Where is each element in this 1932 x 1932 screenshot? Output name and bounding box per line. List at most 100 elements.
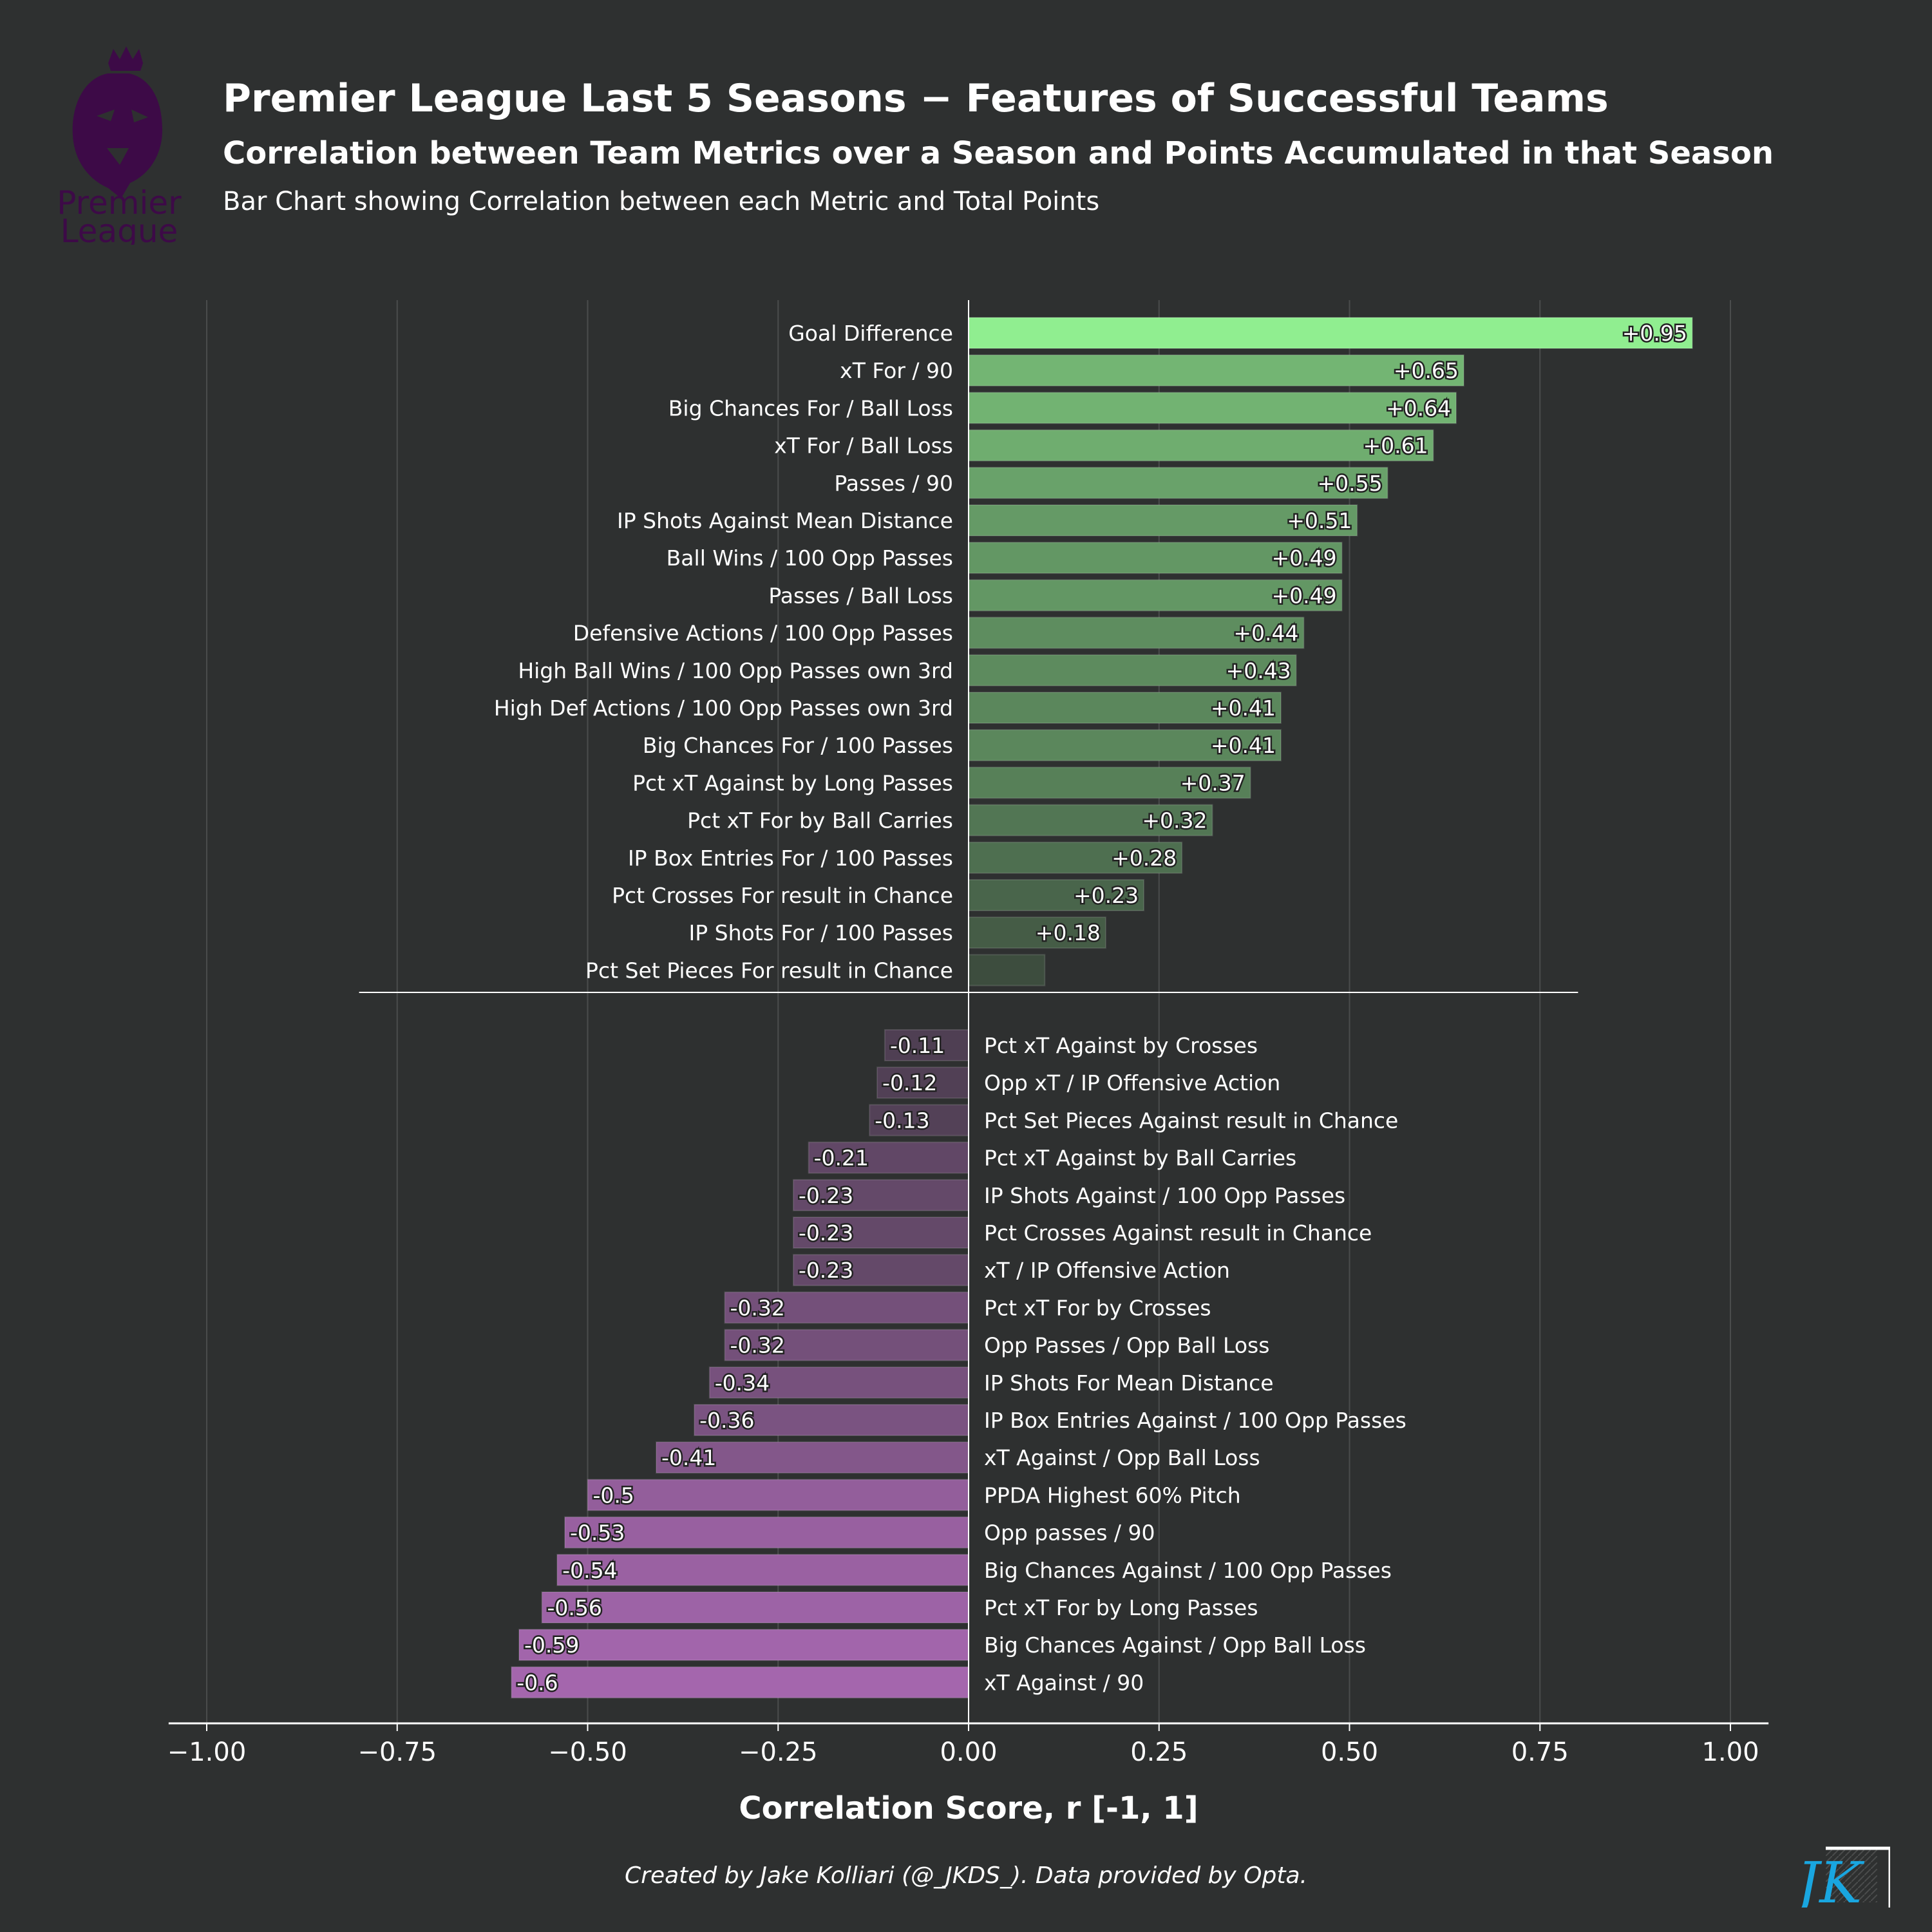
data-label: +0.37 (1180, 770, 1245, 795)
category-label: IP Box Entries For / 100 Passes (628, 846, 953, 871)
bar (792, 1217, 970, 1249)
bar (968, 654, 1297, 687)
category-label: Pct Set Pieces For result in Chance (585, 958, 953, 983)
bar (556, 1553, 969, 1586)
category-label: Pct xT Against by Long Passes (632, 770, 953, 795)
logo-text-premier: Premier (57, 184, 182, 222)
bar (792, 1254, 970, 1287)
category-label: Defensive Actions / 100 Opp Passes (573, 621, 953, 646)
jk-signature-logo: JK (1787, 1843, 1892, 1916)
bar (968, 392, 1457, 424)
bar (968, 766, 1251, 799)
bar (884, 1029, 969, 1061)
data-label: -0.23 (799, 1183, 853, 1208)
category-label: Pct xT For by Long Passes (984, 1595, 1258, 1620)
x-tick-label: 1.00 (1701, 1738, 1759, 1767)
data-label: +0.23 (1074, 883, 1139, 908)
data-label: -0.59 (524, 1633, 579, 1658)
data-label: -0.6 (516, 1670, 558, 1695)
bar (518, 1629, 969, 1662)
category-label: Big Chances For / 100 Passes (643, 733, 953, 758)
x-tick-label: −0.25 (739, 1738, 818, 1767)
data-label: -0.23 (799, 1258, 853, 1283)
data-label: +0.51 (1287, 508, 1352, 533)
category-label: Ball Wins / 100 Opp Passes (667, 545, 953, 571)
bar (968, 804, 1213, 837)
data-label: +0.41 (1211, 733, 1276, 758)
bar (655, 1441, 969, 1474)
category-label: Opp passes / 90 (984, 1520, 1155, 1546)
data-label: -0.56 (547, 1595, 602, 1620)
bar (968, 429, 1434, 462)
category-label: Pct xT Against by Crosses (984, 1033, 1258, 1058)
bar (808, 1141, 969, 1174)
category-label: Pct Crosses For result in Chance (612, 883, 953, 908)
credit-text: Created by Jake Kolliari (@_JKDS_). Data… (625, 1862, 1307, 1889)
bar (587, 1479, 969, 1511)
data-label: -0.36 (699, 1408, 754, 1433)
x-tick-label: −0.50 (548, 1738, 627, 1767)
data-label: -0.12 (882, 1070, 937, 1095)
bar (564, 1516, 969, 1549)
category-label: Pct Set Pieces Against result in Chance (984, 1108, 1398, 1133)
category-label: PPDA Highest 60% Pitch (984, 1482, 1241, 1508)
bar (724, 1291, 969, 1324)
category-label: High Def Actions / 100 Opp Passes own 3r… (494, 696, 953, 721)
data-label: +0.41 (1211, 696, 1276, 721)
x-tick-label: 0.50 (1321, 1738, 1378, 1767)
category-label: IP Shots Against / 100 Opp Passes (984, 1183, 1345, 1208)
data-label: -0.53 (570, 1520, 625, 1546)
bar (968, 579, 1343, 612)
x-tick-label: −1.00 (167, 1738, 247, 1767)
category-label: IP Shots For / 100 Passes (689, 920, 953, 945)
x-tick-label: 0.00 (940, 1738, 997, 1767)
data-label: -0.11 (890, 1033, 945, 1058)
bar (968, 616, 1305, 649)
category-label: Big Chances Against / 100 Opp Passes (984, 1558, 1392, 1583)
category-label: Pct xT Against by Ball Carries (984, 1146, 1296, 1171)
data-label: +0.32 (1142, 808, 1207, 833)
bar (694, 1404, 969, 1436)
data-label: +0.49 (1272, 583, 1337, 608)
category-label: Pct Crosses Against result in Chance (984, 1220, 1372, 1245)
category-label: Opp xT / IP Offensive Action (984, 1070, 1280, 1095)
category-label: xT For / Ball Loss (774, 433, 953, 459)
category-label: Pct xT For by Ball Carries (687, 808, 953, 833)
logo-text-league: League (61, 213, 178, 245)
bar (968, 317, 1693, 349)
category-label: IP Shots Against Mean Distance (617, 508, 953, 533)
data-label: +0.65 (1394, 358, 1459, 383)
bar (968, 916, 1106, 949)
data-label: -0.54 (562, 1558, 617, 1583)
category-label: xT For / 90 (840, 358, 953, 383)
category-label: xT Against / 90 (984, 1670, 1144, 1695)
bar (968, 841, 1183, 874)
category-label: High Ball Wins / 100 Opp Passes own 3rd (518, 658, 953, 683)
category-label: IP Box Entries Against / 100 Opp Passes (984, 1408, 1406, 1433)
bar (792, 1179, 970, 1211)
bar (968, 729, 1282, 762)
category-label: Opp Passes / Opp Ball Loss (984, 1333, 1269, 1358)
x-tick-label: 0.25 (1130, 1738, 1188, 1767)
category-label: Big Chances For / Ball Loss (668, 395, 953, 421)
data-label: -0.23 (799, 1220, 853, 1245)
bar (968, 879, 1145, 911)
category-label: Goal Difference (788, 321, 953, 346)
data-label: +0.61 (1363, 433, 1428, 459)
data-label: -0.21 (814, 1146, 869, 1171)
bar (708, 1366, 970, 1399)
bar (968, 466, 1388, 499)
category-label: Passes / Ball Loss (768, 583, 953, 608)
bar (724, 1329, 969, 1361)
x-tick-label: −0.75 (357, 1738, 437, 1767)
bar (968, 954, 1046, 987)
data-label: -0.32 (730, 1333, 784, 1358)
data-label: -0.5 (593, 1482, 634, 1508)
jk-signature-text: JK (1794, 1850, 1864, 1908)
bar (968, 692, 1282, 724)
bar (511, 1666, 969, 1699)
data-label: +0.28 (1112, 846, 1177, 871)
data-label: -0.32 (730, 1295, 784, 1320)
premier-league-logo: Premier League (52, 45, 187, 250)
